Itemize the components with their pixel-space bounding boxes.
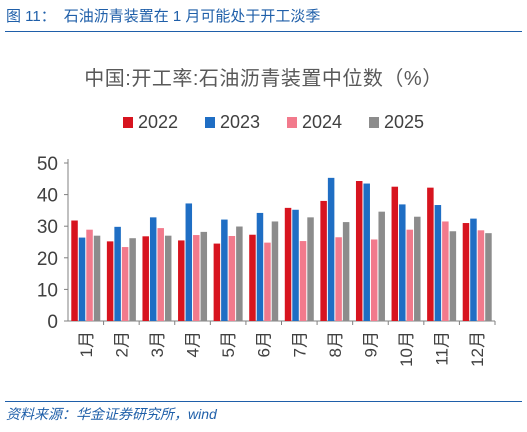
bar-2024-6 xyxy=(264,242,271,321)
bar-2024-10 xyxy=(406,229,414,321)
figure-label: 图 11： xyxy=(6,8,56,25)
header-rule xyxy=(5,31,522,32)
chart-title: 中国:开工率:石油沥青装置中位数（%） xyxy=(84,68,443,90)
x-tick-label-11: 11月 xyxy=(433,331,452,366)
bar-2023-9 xyxy=(363,183,370,321)
bar-2024-2 xyxy=(121,247,129,321)
x-tick-label-5: 5月 xyxy=(219,331,238,357)
bar-2022-3 xyxy=(142,236,149,321)
source-note: 资料来源：华金证券研究所，wind xyxy=(6,406,217,422)
bar-2023-12 xyxy=(470,218,477,321)
legend-label-2023: 2023 xyxy=(220,112,260,132)
y-tick-label-50: 50 xyxy=(37,154,58,175)
bar-2025-5 xyxy=(236,226,243,321)
legend-swatch-2022 xyxy=(123,117,133,128)
bar-2022-9 xyxy=(355,181,363,321)
bar-2024-8 xyxy=(335,237,342,321)
y-tick-label-40: 40 xyxy=(37,186,58,207)
y-tick-label-20: 20 xyxy=(37,249,58,270)
bar-2024-5 xyxy=(228,235,236,321)
bar-2023-6 xyxy=(256,212,264,321)
figure-header: 图 11： 石油沥青装置在 1 月可能处于开工淡季 xyxy=(6,4,521,30)
x-tick-label-4: 4月 xyxy=(184,331,203,357)
legend-label-2024: 2024 xyxy=(302,112,342,132)
bar-2025-3 xyxy=(164,235,172,321)
bar-2022-7 xyxy=(284,207,292,321)
legend-label-2022: 2022 xyxy=(138,112,178,132)
bar-2023-8 xyxy=(327,177,335,321)
x-tick-label-12: 12月 xyxy=(468,331,487,367)
bar-2022-12 xyxy=(462,223,470,321)
bar-2023-3 xyxy=(149,217,157,321)
bar-2023-11 xyxy=(434,205,442,321)
legend-swatch-2024 xyxy=(287,117,297,128)
bar-2022-1 xyxy=(71,220,78,321)
x-tick-label-7: 7月 xyxy=(290,331,309,357)
bar-2025-8 xyxy=(342,222,350,321)
bar-2025-10 xyxy=(414,216,421,321)
x-tick-label-9: 9月 xyxy=(361,331,380,357)
bar-2022-6 xyxy=(249,234,256,321)
legend-label-2025: 2025 xyxy=(384,112,424,132)
bar-2024-1 xyxy=(86,229,93,321)
bar-2025-1 xyxy=(93,235,101,321)
bar-2025-6 xyxy=(271,221,279,321)
bar-2022-10 xyxy=(391,186,399,321)
bar-2023-1 xyxy=(78,237,86,321)
bar-2025-9 xyxy=(378,211,385,321)
x-tick-label-10: 10月 xyxy=(397,331,416,367)
chart-svg: 2022 2023 2024 2025 0 10 20 30 40 50 1月 2月 3月 4月 5月 6月 7… xyxy=(37,112,496,367)
bar-2025-7 xyxy=(307,217,314,321)
x-tick-label-3: 3月 xyxy=(148,331,167,357)
bar-2025-4 xyxy=(200,231,208,321)
bar-2023-2 xyxy=(114,226,121,321)
bar-2024-12 xyxy=(477,230,485,321)
bar-2023-10 xyxy=(399,204,406,321)
bar-2024-7 xyxy=(299,241,307,321)
figure-title: 石油沥青装置在 1 月可能处于开工淡季 xyxy=(63,8,321,25)
legend-swatch-2025 xyxy=(369,117,379,128)
chart-frame: 中国:开工率:石油沥青装置中位数（%） 2022 2023 2024 2025 0 10 2… xyxy=(5,32,522,400)
bar-2024-9 xyxy=(370,239,378,321)
bar-2022-8 xyxy=(320,200,327,321)
bar-2022-2 xyxy=(106,241,114,321)
footer-rule xyxy=(5,401,522,402)
y-tick-label-10: 10 xyxy=(37,280,58,301)
y-tick-label-0: 0 xyxy=(47,312,58,333)
bar-2022-11 xyxy=(427,187,434,321)
y-tick-label-30: 30 xyxy=(37,217,58,238)
legend-swatch-2023 xyxy=(205,117,215,128)
bar-2025-12 xyxy=(485,233,492,321)
x-tick-label-8: 8月 xyxy=(326,331,345,357)
bar-2025-11 xyxy=(449,231,457,321)
bar-2024-3 xyxy=(157,228,164,321)
bar-2024-4 xyxy=(193,235,200,321)
bar-2023-5 xyxy=(221,219,228,321)
x-tick-label-2: 2月 xyxy=(112,331,131,357)
bar-2025-2 xyxy=(129,238,136,321)
bar-2024-11 xyxy=(442,221,449,321)
bar-2022-4 xyxy=(178,240,185,321)
bar-2023-7 xyxy=(292,209,299,321)
bar-2023-4 xyxy=(185,203,193,321)
bar-2022-5 xyxy=(213,243,221,321)
x-tick-label-6: 6月 xyxy=(255,331,274,357)
x-tick-label-1: 1月 xyxy=(77,331,96,357)
